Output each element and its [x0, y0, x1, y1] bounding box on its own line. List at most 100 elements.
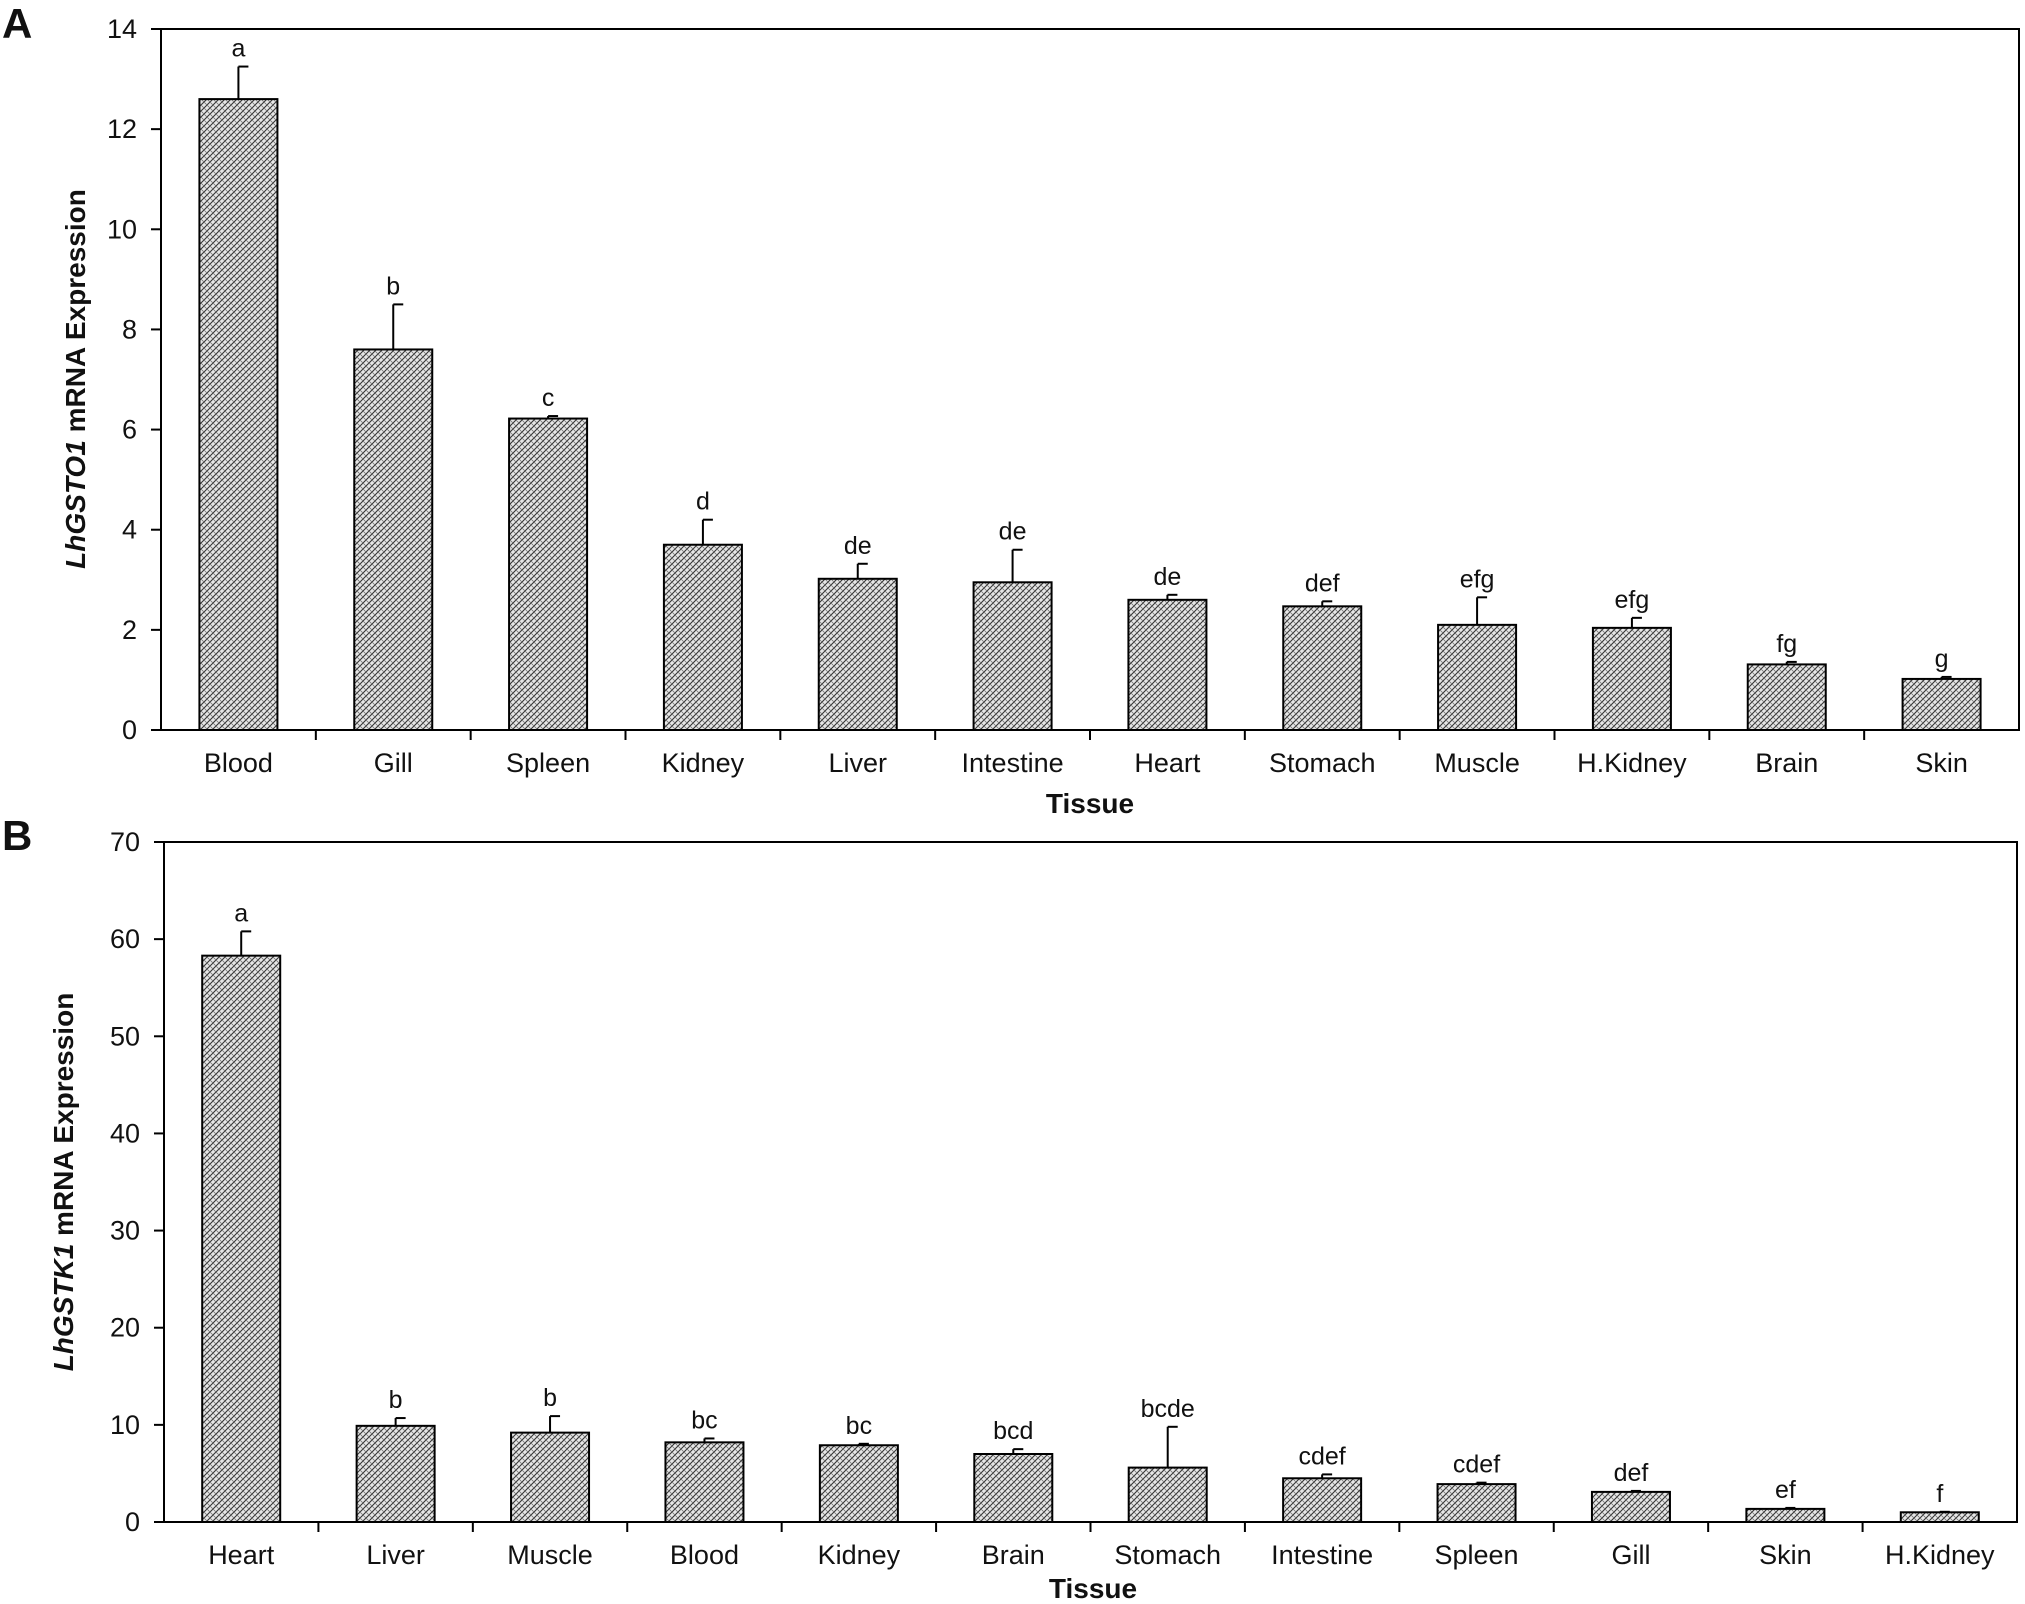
panel-a-x-categories: Blood Gill Spleen Kidney Liver Intestine Heart… — [204, 748, 1968, 778]
y-tick-label: 6 — [122, 415, 137, 445]
y-tick-label: 0 — [125, 1507, 140, 1537]
bar — [508, 417, 589, 731]
panel-b-x-categories: Heart Liver Muscle Blood Kidney Brain Stomach I… — [208, 1540, 1995, 1570]
significance-label: d — [696, 488, 710, 516]
bar — [510, 1431, 591, 1523]
panel-b-y-ticks: 0 10 20 30 40 50 60 70 — [110, 827, 1864, 1537]
y-tick-label: 50 — [110, 1021, 140, 1051]
panel-a-chart: A 0 2 4 6 8 10 12 14 a b c d de de de def efg efg fg g Blo… — [2, 0, 2020, 819]
bar — [1127, 1466, 1208, 1523]
x-category-label: H.Kidney — [1885, 1540, 1995, 1570]
bar — [1437, 623, 1518, 731]
panel-b-y-axis-title: LhGSTK1 mRNA Expression — [48, 993, 79, 1372]
significance-label: bc — [691, 1406, 717, 1434]
x-category-label: Blood — [204, 748, 273, 778]
panel-b-y-axis-text: mRNA Expression — [48, 993, 79, 1244]
bar — [664, 1441, 745, 1524]
x-category-label: Kidney — [818, 1540, 901, 1570]
y-tick-label: 12 — [107, 114, 137, 144]
significance-label: de — [1154, 563, 1182, 591]
significance-label: c — [542, 384, 555, 412]
y-tick-label: 8 — [122, 314, 137, 344]
bar — [1746, 663, 1827, 732]
panel-a-label: A — [2, 0, 32, 47]
x-category-label: Heart — [208, 1540, 275, 1570]
bar — [1590, 1490, 1671, 1524]
panel-a-y-axis-title: LhGSTO1 mRNA Expression — [60, 189, 91, 569]
panel-b-chart: B 0 10 20 30 40 50 60 70 a b b bc bc bcd bcde cdef cdef… — [2, 812, 2018, 1604]
significance-label: b — [386, 272, 400, 300]
panel-b-plot-frame — [163, 841, 2018, 1523]
significance-label: bcde — [1141, 1395, 1195, 1423]
significance-label: def — [1614, 1459, 1649, 1487]
bar — [817, 577, 898, 732]
x-category-label: Heart — [1134, 748, 1201, 778]
y-tick-label: 60 — [110, 924, 140, 954]
x-category-label: Intestine — [1271, 1540, 1373, 1570]
significance-label: f — [1936, 1480, 1943, 1508]
significance-label: efg — [1615, 586, 1650, 614]
x-category-label: Brain — [1755, 748, 1818, 778]
x-category-label: Blood — [670, 1540, 739, 1570]
y-tick-label: 14 — [107, 14, 137, 44]
significance-label: bcd — [993, 1417, 1033, 1445]
y-tick-label: 20 — [110, 1313, 140, 1343]
y-tick-label: 40 — [110, 1118, 140, 1148]
x-category-label: Spleen — [1435, 1540, 1519, 1570]
x-category-label: Spleen — [506, 748, 590, 778]
bar — [1745, 1507, 1826, 1524]
panel-a-y-axis-gene: LhGSTO1 — [60, 440, 91, 569]
y-tick-label: 2 — [122, 615, 137, 645]
panel-b-y-axis-gene: LhGSTK1 — [48, 1244, 79, 1372]
significance-label: a — [234, 899, 248, 927]
bar — [201, 954, 282, 1523]
x-category-label: Muscle — [507, 1540, 593, 1570]
panel-a-y-ticks: 0 2 4 6 8 10 12 14 — [107, 14, 1866, 745]
significance-label: cdef — [1298, 1442, 1345, 1470]
y-tick-label: 10 — [110, 1410, 140, 1440]
y-tick-label: 70 — [110, 827, 140, 857]
x-category-label: Muscle — [1434, 748, 1520, 778]
significance-label: cdef — [1453, 1451, 1500, 1479]
bar — [818, 1444, 899, 1524]
x-category-label: Gill — [1611, 1540, 1650, 1570]
x-category-label: Liver — [828, 748, 887, 778]
significance-label: def — [1305, 569, 1340, 597]
panel-a-bars: a b c d de de de def efg efg fg g — [198, 35, 1982, 732]
significance-label: ef — [1775, 1476, 1796, 1504]
x-category-label: Skin — [1759, 1540, 1812, 1570]
significance-label: de — [844, 532, 872, 560]
significance-label: fg — [1776, 630, 1797, 658]
significance-label: a — [231, 35, 245, 63]
bar — [353, 348, 434, 731]
x-category-label: Liver — [366, 1540, 425, 1570]
bar — [1282, 1477, 1363, 1524]
panel-b-label: B — [2, 812, 32, 859]
bar — [973, 1453, 1054, 1523]
x-category-label: Stomach — [1114, 1540, 1221, 1570]
bar — [1591, 626, 1672, 732]
y-tick-label: 10 — [107, 214, 137, 244]
panel-b-bars: a b b bc bc bcd bcde cdef cdef def ef f — [201, 899, 1980, 1524]
x-category-label: H.Kidney — [1577, 748, 1687, 778]
bar — [1899, 1511, 1980, 1524]
panel-a-plot-frame — [160, 28, 2020, 731]
y-tick-label: 30 — [110, 1216, 140, 1246]
significance-label: b — [389, 1386, 403, 1414]
y-tick-label: 0 — [122, 715, 137, 745]
x-category-label: Stomach — [1269, 748, 1376, 778]
bar — [662, 543, 743, 731]
significance-label: de — [999, 518, 1027, 546]
x-category-label: Intestine — [962, 748, 1064, 778]
bar — [355, 1424, 436, 1524]
x-category-label: Skin — [1915, 748, 1968, 778]
significance-label: efg — [1460, 565, 1495, 593]
x-category-label: Gill — [374, 748, 413, 778]
x-category-label: Kidney — [662, 748, 745, 778]
y-tick-label: 4 — [122, 515, 137, 545]
significance-label: g — [1935, 645, 1949, 673]
bar — [1436, 1483, 1517, 1523]
panel-b-x-axis-title: Tissue — [1049, 1573, 1137, 1604]
bar — [972, 581, 1053, 732]
